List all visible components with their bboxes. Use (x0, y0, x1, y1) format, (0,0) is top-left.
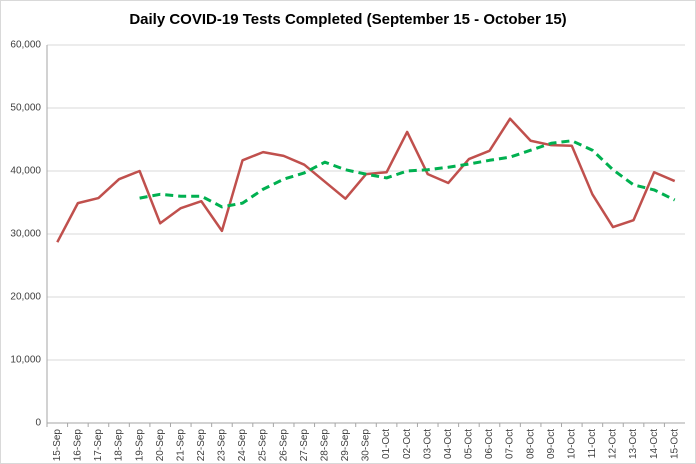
x-tick-label: 06-Oct (484, 429, 495, 459)
x-tick-label: 11-Oct (587, 429, 598, 458)
chart-title: Daily COVID-19 Tests Completed (Septembe… (129, 11, 566, 28)
y-tick-label: 60,000 (10, 40, 41, 51)
y-tick-label: 40,000 (10, 166, 41, 177)
x-tick-label: 23-Sep (217, 429, 228, 462)
x-tick-label: 03-Oct (422, 429, 433, 459)
x-tick-label: 15-Sep (52, 429, 63, 462)
x-tick-label: 30-Sep (361, 429, 372, 462)
x-tick-label: 25-Sep (258, 429, 269, 462)
x-tick-label: 15-Oct (669, 429, 680, 459)
series-line (139, 139, 676, 209)
x-tick-label: 20-Sep (155, 429, 166, 462)
x-tick-label: 14-Oct (649, 429, 660, 459)
y-tick-label: 20,000 (10, 292, 41, 303)
y-tick-label: 30,000 (10, 229, 41, 240)
x-tick-label: 21-Sep (175, 429, 186, 462)
x-tick-label: 19-Sep (134, 429, 145, 462)
x-tick-label: 24-Sep (237, 429, 248, 462)
x-tick-label: 08-Oct (525, 429, 536, 459)
x-tick-label: 16-Sep (73, 429, 84, 462)
x-tick-label: 09-Oct (546, 429, 557, 459)
x-tick-label: 10-Oct (566, 429, 577, 459)
x-tick-label: 05-Oct (464, 429, 475, 459)
x-tick-label: 13-Oct (628, 429, 639, 459)
y-tick-label: 0 (35, 418, 41, 429)
x-tick-label: 04-Oct (443, 429, 454, 459)
x-tick-label: 07-Oct (505, 429, 516, 459)
y-tick-label: 50,000 (10, 103, 41, 114)
x-tick-label: 22-Sep (196, 429, 207, 462)
x-tick-label: 02-Oct (402, 429, 413, 459)
x-tick-label: 27-Sep (299, 429, 310, 462)
x-tick-label: 18-Sep (114, 429, 125, 462)
x-tick-label: 29-Sep (340, 429, 351, 462)
x-tick-label: 28-Sep (319, 429, 330, 462)
x-tick-label: 12-Oct (608, 429, 619, 459)
x-tick-label: 17-Sep (93, 429, 104, 462)
x-tick-label: 26-Sep (278, 429, 289, 462)
x-tick-label: 01-Oct (381, 429, 392, 459)
y-tick-label: 10,000 (10, 355, 41, 366)
